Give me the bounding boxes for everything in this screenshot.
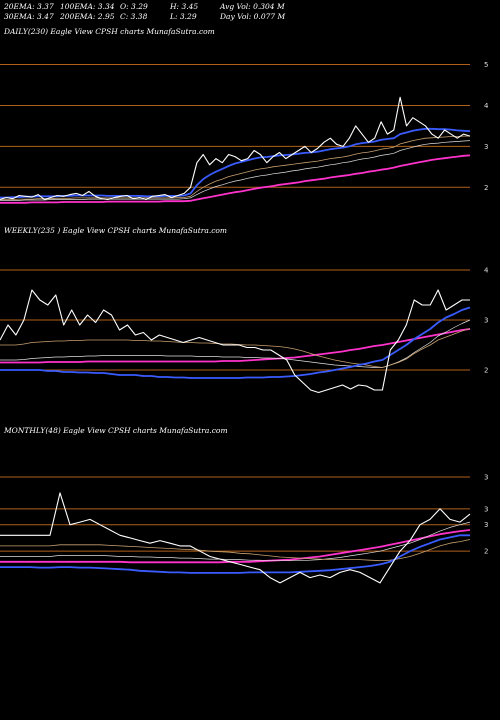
open-value: O: 3.29 — [120, 2, 148, 11]
y-tick-label: 3 — [484, 521, 488, 529]
weekly-chart: 4 3 2 — [0, 267, 489, 394]
y-tick-label: 2 — [484, 367, 488, 375]
high-value: H: 3.45 — [170, 2, 199, 11]
daily-panel-title: DAILY(230) Eagle View CPSH charts Munafa… — [4, 27, 215, 36]
price-line — [0, 96, 471, 201]
y-tick-label: 3 — [484, 505, 488, 513]
ema200-value: 200EMA: 2.95 — [60, 12, 115, 21]
daily-chart: 5 4 3 2 — [0, 61, 489, 204]
weekly-panel-title: WEEKLY(235 ) Eagle View CPSH charts Muna… — [4, 226, 228, 235]
ema100-value: 100EMA: 3.34 — [60, 2, 115, 11]
day-volume: Day Vol: 0.077 M — [220, 12, 286, 21]
y-tick-label: 5 — [484, 61, 488, 69]
y-tick-label: 2 — [484, 184, 488, 192]
price-line — [0, 289, 470, 394]
y-tick-label: 2 — [484, 548, 488, 556]
ema-blue-line — [0, 534, 470, 574]
ema30-value: 30EMA: 3.47 — [4, 12, 54, 21]
ema-magenta-line — [0, 328, 471, 364]
y-tick-label: 3 — [484, 474, 488, 482]
price-line — [0, 492, 471, 584]
y-tick-label: 3 — [484, 317, 488, 325]
ema-white-line — [0, 140, 471, 201]
monthly-chart: 3 3 3 2 — [0, 474, 488, 584]
ema-blue-line — [0, 127, 471, 199]
ema-tan-line — [0, 135, 470, 200]
y-tick-label: 4 — [484, 267, 489, 275]
y-tick-label: 4 — [484, 102, 489, 110]
low-value: L: 3.29 — [170, 12, 197, 21]
ema20-value: 20EMA: 3.37 — [4, 2, 54, 11]
ema-white-line — [0, 521, 471, 562]
avg-volume: Avg Vol: 0.304 M — [220, 2, 285, 11]
ema-tan-line — [0, 328, 471, 368]
ema-magenta-line — [0, 529, 471, 564]
ema-magenta-line — [0, 154, 471, 204]
ema-blue-line — [0, 306, 471, 379]
y-tick-label: 3 — [484, 143, 488, 151]
close-value: C: 3.38 — [120, 12, 148, 21]
monthly-panel-title: MONTHLY(48) Eagle View CPSH charts Munaf… — [4, 426, 228, 435]
